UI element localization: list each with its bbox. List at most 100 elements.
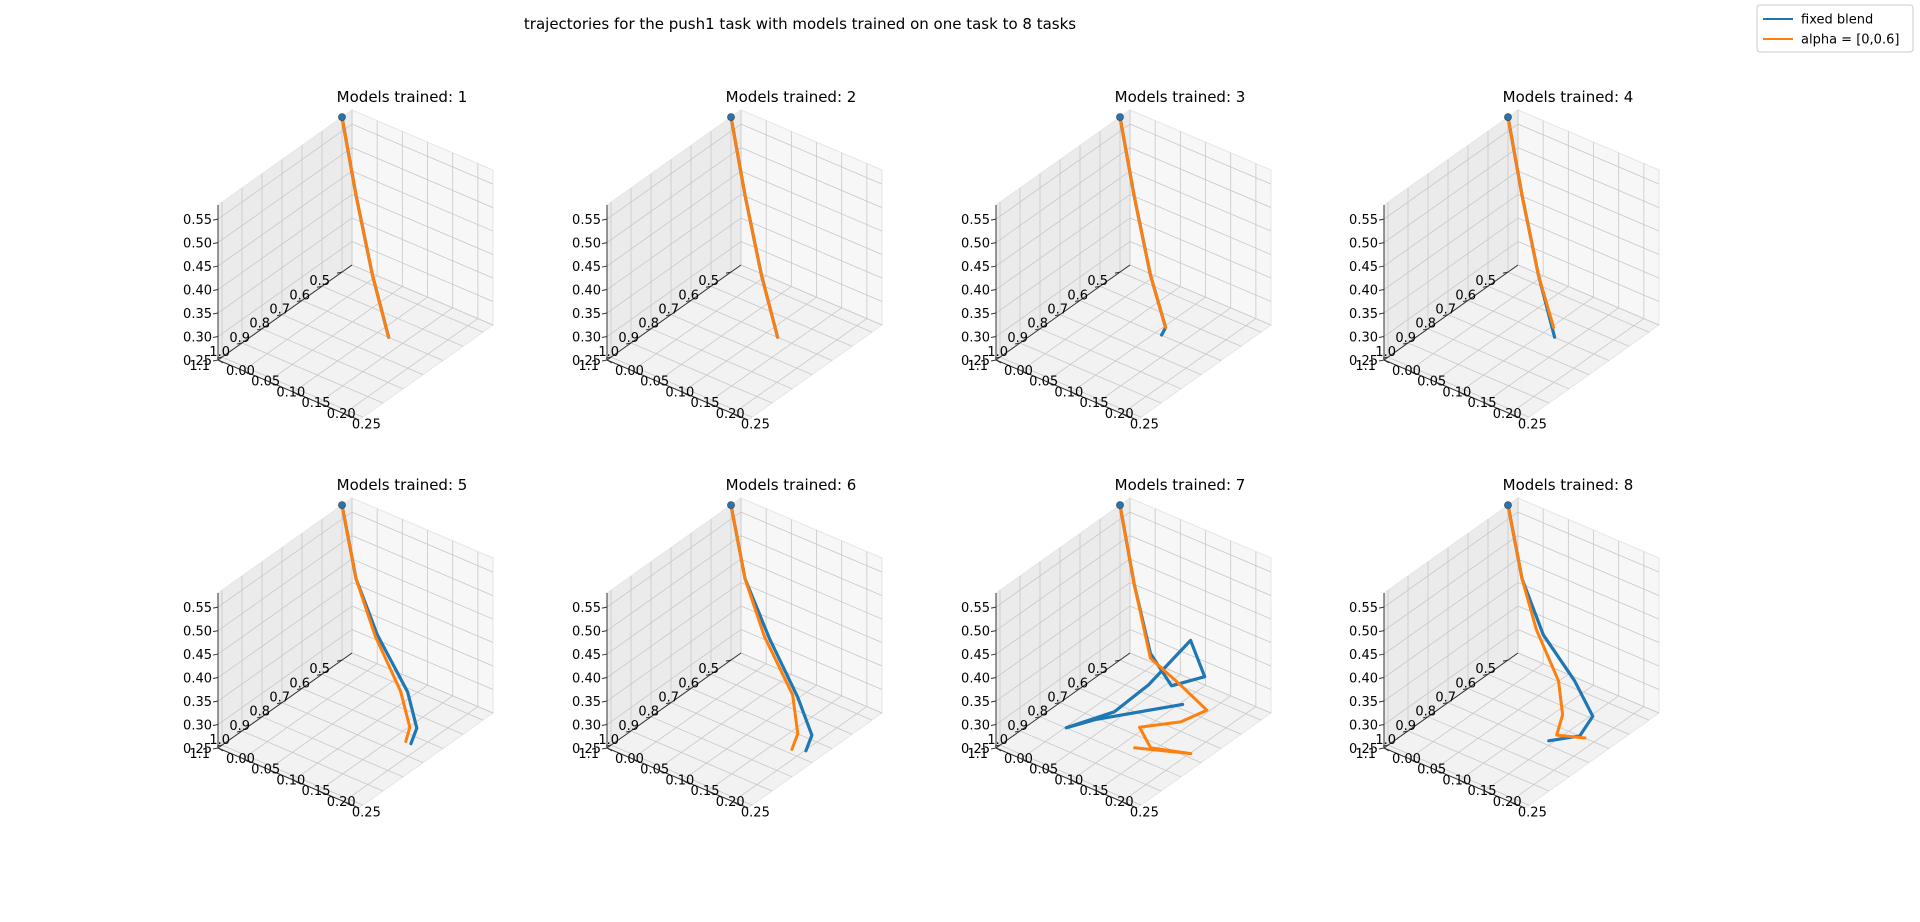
axis-line-y	[995, 652, 1131, 749]
subplot-5: Models trained: 50.000.050.100.150.200.2…	[183, 476, 495, 821]
gridline-z	[1517, 535, 1660, 596]
tick-label-y: 0.5	[698, 274, 719, 289]
gridline-y	[301, 688, 444, 749]
gridline-z	[1517, 264, 1660, 326]
tick-label-y: 0.8	[1415, 317, 1436, 332]
tick-label-x: 0.20	[1493, 407, 1522, 422]
tick-label-x: 0.10	[276, 385, 305, 400]
gridline-y	[630, 730, 773, 792]
tick-label-y: 0.6	[1455, 288, 1476, 303]
gridline-z	[740, 170, 883, 232]
gridline-z	[606, 217, 742, 314]
tick-label-y: 0.9	[1007, 331, 1028, 346]
gridline-z	[217, 629, 353, 725]
tick-z	[601, 359, 608, 362]
tick-z	[212, 653, 219, 656]
trajectory-alpha	[1118, 503, 1209, 756]
gridline-y	[1099, 285, 1242, 347]
tick-label-z: 0.35	[1349, 307, 1378, 322]
tick-z	[1378, 724, 1385, 727]
tick-label-x: 0.25	[741, 418, 770, 433]
gridline-z	[1383, 194, 1519, 290]
tick-z	[212, 312, 219, 315]
tick-x	[1434, 380, 1440, 385]
tick-x	[631, 758, 638, 763]
gridline-x	[1484, 307, 1619, 404]
gridline-x	[318, 307, 453, 404]
axis-line-x	[1383, 747, 1526, 809]
start-point-marker	[338, 113, 346, 121]
tick-x	[995, 747, 1002, 752]
tick-x	[1046, 380, 1052, 385]
tick-label-z: 0.45	[1349, 260, 1378, 275]
gridline-z	[351, 582, 494, 643]
tick-label-x: 0.10	[1442, 773, 1471, 788]
tick-label-x: 0.25	[1130, 806, 1159, 821]
tick-label-x: 0.15	[302, 396, 331, 411]
tick-label-y: 0.6	[678, 288, 699, 303]
tick-label-y: 1.1	[189, 359, 210, 374]
tick-label-y: 0.7	[269, 302, 290, 317]
tick-x	[631, 370, 638, 375]
gridline-z	[1383, 629, 1519, 725]
tick-y	[1014, 730, 1021, 733]
axis-line-x	[995, 747, 1138, 809]
tick-x	[217, 747, 224, 752]
subplot-grid: Models trained: 10.000.050.100.150.200.2…	[183, 88, 1661, 821]
tick-label-z: 0.55	[183, 213, 212, 228]
tick-label-z: 0.40	[961, 672, 990, 687]
gridline-z	[1383, 605, 1519, 702]
tick-x	[1459, 391, 1465, 396]
tick-label-z: 0.30	[572, 719, 601, 734]
gridline-z	[351, 652, 494, 714]
gridline-x	[1509, 318, 1645, 414]
gridline-y	[321, 673, 464, 735]
tick-label-z: 0.55	[572, 601, 601, 616]
gridline-z	[1129, 170, 1272, 232]
subplot-title: Models trained: 1	[337, 88, 468, 106]
gridline-z	[351, 217, 494, 279]
tick-label-x: 0.00	[615, 364, 644, 379]
subplot-title: Models trained: 6	[726, 476, 857, 494]
tick-label-y: 0.7	[658, 690, 679, 705]
tick-x	[657, 768, 663, 773]
tick-label-y: 0.9	[618, 719, 639, 734]
gridline-z	[217, 558, 353, 655]
tick-label-x: 0.10	[1054, 385, 1083, 400]
tick-z	[601, 265, 608, 268]
tick-label-z: 0.35	[572, 695, 601, 710]
tick-label-x: 0.15	[691, 396, 720, 411]
gridline-z	[1383, 582, 1519, 678]
tick-label-y: 0.7	[269, 690, 290, 705]
tick-label-y: 0.5	[309, 662, 330, 677]
tick-x	[217, 359, 224, 364]
gridline-y	[281, 702, 424, 763]
tick-y	[625, 730, 632, 733]
gridline-y	[221, 744, 364, 806]
gridline-z	[351, 605, 494, 667]
tick-y	[316, 673, 323, 676]
gridline-z	[995, 582, 1131, 678]
tick-z	[212, 289, 219, 292]
tick-label-z: 0.50	[961, 625, 990, 640]
gridline-z	[217, 123, 353, 220]
tick-z	[1378, 265, 1385, 268]
subplot-title: Models trained: 3	[1115, 88, 1246, 106]
gridline-y	[301, 300, 444, 361]
tick-label-y: 1.1	[1355, 747, 1376, 762]
gridline-y	[1427, 328, 1570, 390]
tick-z	[990, 359, 997, 362]
gridline-x	[707, 695, 842, 792]
tick-z	[601, 312, 608, 315]
tick-label-x: 0.15	[1468, 784, 1497, 799]
tick-z	[212, 700, 219, 703]
tick-label-y: 0.8	[249, 317, 270, 332]
gridline-z	[1517, 652, 1660, 714]
gridline-x	[682, 296, 817, 393]
gridline-y	[1387, 744, 1530, 806]
tick-label-y: 0.8	[638, 705, 659, 720]
tick-y	[1462, 299, 1469, 302]
tick-label-z: 0.50	[1349, 237, 1378, 252]
tick-x	[318, 790, 324, 795]
tick-z	[212, 724, 219, 727]
